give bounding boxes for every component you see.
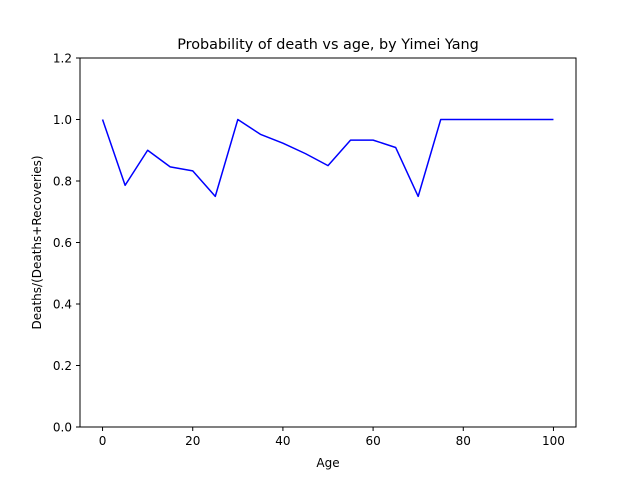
- y-tick-label: 1.2: [53, 52, 72, 66]
- x-tick-label: 20: [185, 434, 200, 448]
- y-tick-label: 0.2: [53, 359, 72, 373]
- x-axis: 0 20 40 60 80 100: [99, 427, 565, 448]
- y-tick-label: 0.4: [53, 298, 72, 312]
- y-tick-label: 0.0: [53, 421, 72, 435]
- x-tick-label: 60: [365, 434, 380, 448]
- plot-area: [101, 118, 554, 198]
- y-tick-label: 0.6: [53, 236, 72, 250]
- y-axis-label: Deaths/(Deaths+Recoveries): [30, 155, 44, 329]
- chart-title: Probability of death vs age, by Yimei Ya…: [177, 37, 479, 53]
- x-tick-label: 80: [456, 434, 471, 448]
- x-tick-label: 0: [99, 434, 107, 448]
- y-tick-label: 0.8: [53, 175, 72, 189]
- y-axis: 0.0 0.2 0.4 0.6 0.8 1.0 1.2: [53, 52, 80, 435]
- x-axis-label: Age: [316, 456, 339, 470]
- x-tick-label: 40: [275, 434, 290, 448]
- y-tick-label: 1.0: [53, 113, 72, 127]
- x-tick-label: 100: [542, 434, 565, 448]
